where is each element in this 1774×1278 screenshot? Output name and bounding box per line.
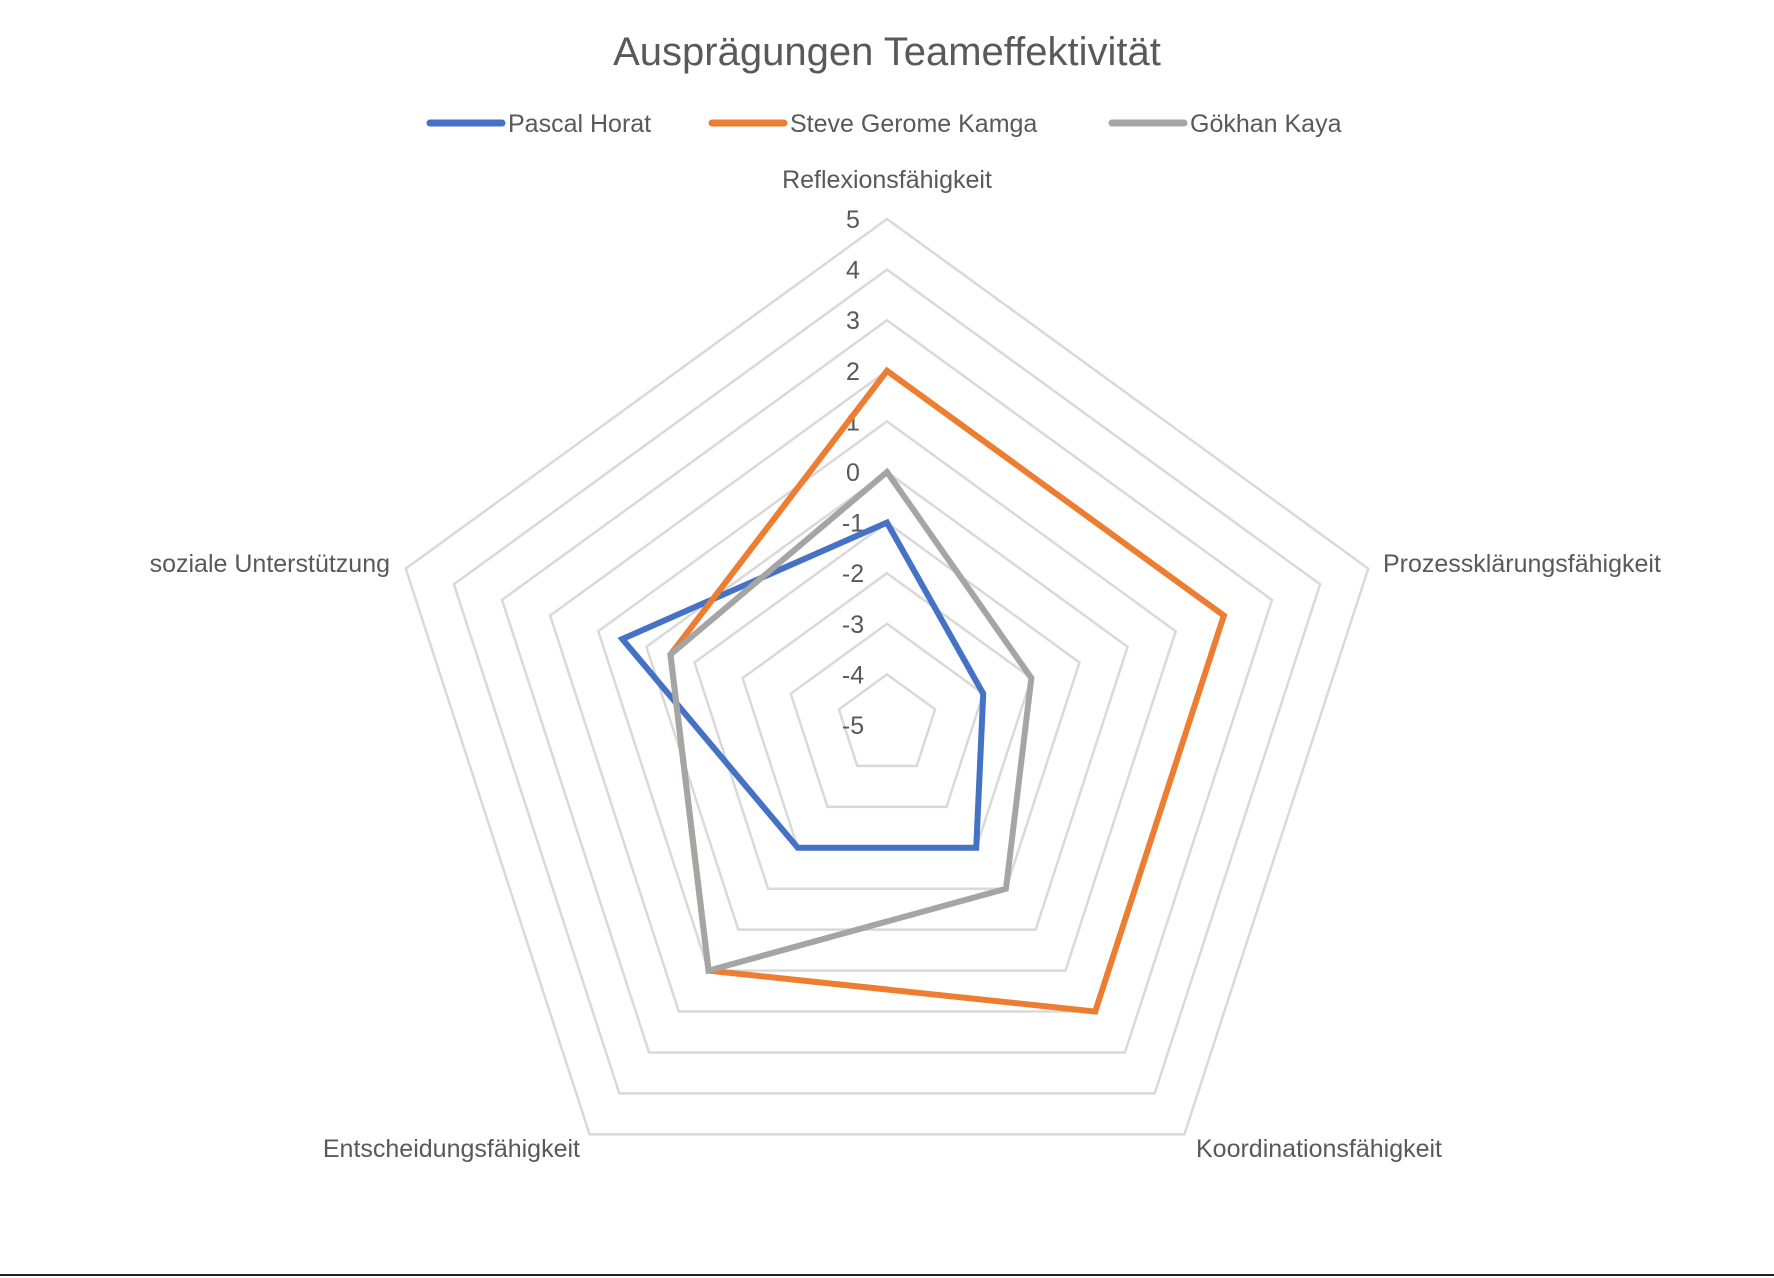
tick-label: 3 [846, 307, 860, 335]
axis-label: Prozessklärungsfähigkeit [1383, 550, 1661, 578]
tick-label: -5 [842, 712, 864, 740]
tick-label: 0 [846, 459, 860, 487]
tick-label: -2 [842, 560, 864, 588]
grid-ring [404, 217, 1370, 1136]
axis-label: Entscheidungsfähigkeit [323, 1135, 580, 1163]
legend-label: Steve Gerome Kamga [790, 110, 1037, 138]
tick-label: 4 [846, 257, 860, 285]
series-line [667, 467, 1035, 975]
series-line [667, 366, 1228, 1015]
axis-labels: Reflexionsfähigkeit Prozessklärungsfähigk… [150, 166, 1661, 1163]
axis-label: soziale Unterstützung [150, 550, 390, 578]
axis-label: Koordinationsfähigkeit [1196, 1135, 1442, 1163]
grid-ring [596, 419, 1178, 972]
grid-ring [500, 318, 1274, 1054]
axis-label: Reflexionsfähigkeit [782, 166, 992, 194]
grid-ring [548, 369, 1226, 1013]
grid-ring [452, 268, 1322, 1095]
tick-label: -3 [842, 611, 864, 639]
tick-label: 2 [846, 358, 860, 386]
chart-title: Ausprägungen Teameffektivität [613, 30, 1161, 74]
tick-label: -1 [842, 510, 864, 538]
legend-label: Pascal Horat [508, 110, 651, 138]
tick-label: -4 [842, 661, 864, 689]
tick-label: 5 [846, 206, 860, 234]
series-lines [617, 366, 1228, 1015]
bottom-border [0, 1274, 1774, 1276]
series-line [617, 518, 987, 851]
grid-ring [789, 622, 985, 809]
legend-label: Gökhan Kaya [1190, 110, 1342, 138]
grid-ring [693, 521, 1081, 890]
grid-ring [837, 672, 937, 768]
radar-grid [404, 217, 1370, 1136]
legend: Pascal Horat Steve Gerome Kamga Gökhan Kay… [426, 110, 1342, 138]
grid-ring [644, 470, 1130, 931]
